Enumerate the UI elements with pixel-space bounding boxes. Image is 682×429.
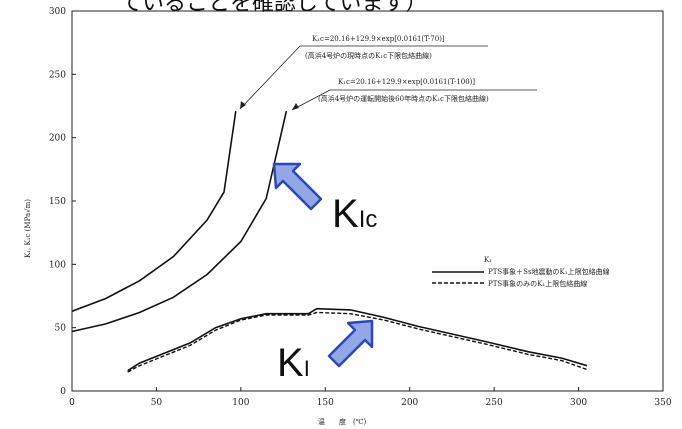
x-tick-label: 150 bbox=[317, 398, 334, 408]
y-tick-label: 50 bbox=[55, 324, 67, 334]
legend-entry-1: PTS事象＋Ss地震動のK₁上限包絡曲線 bbox=[488, 267, 610, 276]
y-tick-label: 300 bbox=[49, 7, 66, 17]
x-tick-label: 0 bbox=[69, 398, 75, 408]
legend-entry-2: PTS事象のみのK₁上限包絡曲線 bbox=[488, 279, 587, 288]
y-axis-label: K₁, K₁c (MPa√m) bbox=[24, 199, 32, 258]
y-tick-label: 100 bbox=[49, 260, 66, 270]
annotation-2-line1: K₁c=20.16+129.9×exp[0.0161(T-100)] bbox=[338, 78, 475, 86]
y-tick-label: 0 bbox=[60, 387, 66, 397]
annotation-2-arrow bbox=[291, 89, 331, 111]
x-tick-label: 50 bbox=[151, 398, 163, 408]
series-line-2 bbox=[71, 110, 288, 333]
series-line-1 bbox=[71, 110, 237, 312]
kic-arrow-icon bbox=[272, 162, 323, 211]
kic-label: KIc bbox=[332, 192, 377, 236]
annotation-1-arrowhead bbox=[240, 101, 246, 109]
header-text: ていることを確認しています） bbox=[120, 0, 427, 15]
legend: K₁ PTS事象＋Ss地震動のK₁上限包絡曲線 PTS事象のみのK₁上限包絡曲線 bbox=[432, 256, 610, 288]
x-axis-label: 温 度 (℃) bbox=[318, 417, 367, 426]
annotation-2-line2: (高浜4号炉の運転開始後60年時点のK₁c下限包絡曲線) bbox=[318, 94, 489, 103]
x-tick-label: 200 bbox=[401, 398, 418, 408]
x-tick-label: 250 bbox=[486, 398, 503, 408]
annotation-1-arrow bbox=[239, 45, 301, 110]
series-line-4 bbox=[127, 311, 588, 373]
legend-header: K₁ bbox=[484, 256, 492, 264]
annotation-1-line1: K₁c=20.16+129.9×exp[0.0161(T-70)] bbox=[312, 35, 445, 43]
x-tick-label: 300 bbox=[570, 398, 587, 408]
ki-arrow-icon bbox=[327, 319, 374, 368]
x-tick-label: 100 bbox=[232, 398, 249, 408]
x-tick-label: 350 bbox=[654, 398, 671, 408]
y-tick-label: 150 bbox=[49, 197, 66, 207]
y-tick-label: 250 bbox=[49, 70, 66, 80]
annotation-2-arrowhead bbox=[292, 103, 299, 110]
ki-label: KI bbox=[277, 341, 310, 385]
y-tick-label: 200 bbox=[49, 134, 66, 144]
annotation-1-line2: (高浜4号炉の現時点のK₁c下限包絡曲線) bbox=[305, 51, 432, 60]
series-line-3 bbox=[127, 307, 588, 372]
